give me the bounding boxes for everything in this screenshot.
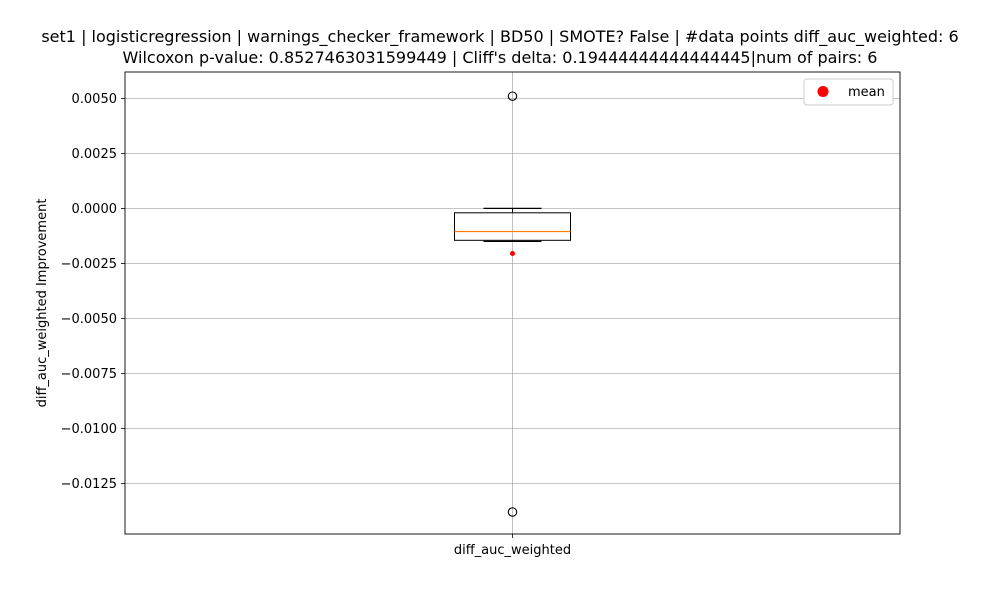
y-axis-label: diff_auc_weighted Improvement [35,199,50,408]
y-tick-label: −0.0050 [61,312,117,327]
legend-box [803,78,894,106]
x-tick-label: diff_auc_weighted [454,543,571,558]
legend-mean-marker [817,86,829,97]
y-tick-label: 0.0050 [72,92,118,107]
y-tick-label: 0.0000 [72,202,118,217]
outlier-point [507,507,518,517]
chart-title-line-1: set1 | logisticregression | warnings_che… [41,27,959,46]
mean-point [510,251,515,256]
chart-title-line-2: Wilcoxon p-value: 0.8527463031599449 | C… [122,48,878,67]
y-tick-label: −0.0075 [61,367,117,382]
legend-mean-label: mean [848,85,885,100]
y-tick-label: −0.0100 [61,422,117,437]
outlier-point [507,91,518,101]
y-tick-label: −0.0125 [61,477,117,492]
y-tick-label: −0.0025 [61,257,117,272]
iqr-box [454,212,571,241]
y-tick-label: 0.0025 [72,147,118,162]
